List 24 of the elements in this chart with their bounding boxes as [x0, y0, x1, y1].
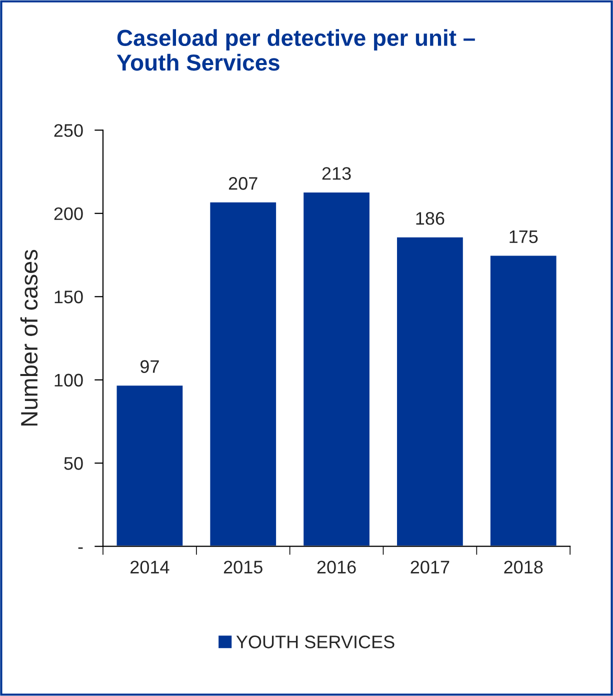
bar	[489, 254, 558, 546]
chart-title: Caseload per detective per unit – Youth Services	[116, 29, 475, 71]
data-label: 186	[416, 212, 444, 225]
y-tick-label: 250	[54, 124, 83, 137]
bar	[115, 384, 184, 546]
y-tick-label: 50	[64, 457, 83, 470]
x-tick-label: 2015	[224, 560, 262, 574]
x-tick-label: 2014	[130, 560, 170, 574]
x-tick-label: 2016	[317, 560, 356, 574]
data-label: 97	[140, 360, 159, 373]
y-tick-label: 150	[54, 290, 83, 304]
bar	[396, 236, 464, 546]
data-label: 207	[228, 177, 258, 190]
legend-label: YOUTH SERVICES	[236, 636, 394, 648]
x-tick-label: 2018	[504, 560, 543, 574]
y-axis-title: Number of cases	[20, 250, 38, 426]
data-label: 213	[322, 167, 351, 180]
bar	[208, 201, 278, 546]
y-tick-label: 100	[54, 374, 83, 387]
x-tick-label: 2017	[410, 560, 450, 574]
y-tick-label: -	[78, 547, 83, 549]
y-tick-label: 200	[54, 207, 83, 220]
bar	[302, 191, 371, 546]
data-label: 175	[510, 230, 538, 244]
